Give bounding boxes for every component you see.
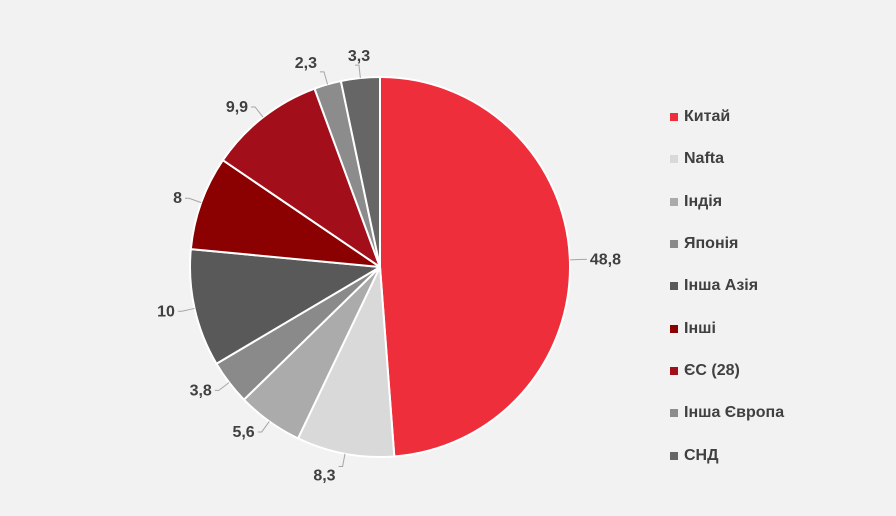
leader-line-1 xyxy=(338,453,346,468)
data-label-5: 8 xyxy=(173,190,182,207)
data-label-2: 5,6 xyxy=(232,424,254,441)
legend-swatch-7 xyxy=(670,409,678,418)
legend-item-0: Китай xyxy=(670,96,784,138)
legend-item-4: Інша Азія xyxy=(670,265,784,307)
legend-item-5: Інші xyxy=(670,307,784,349)
legend-label-5: Інші xyxy=(684,319,716,337)
data-label-8: 3,3 xyxy=(348,48,370,65)
legend-item-6: ЄС (28) xyxy=(670,350,784,392)
leader-line-7 xyxy=(319,71,329,85)
data-label-0: 48,8 xyxy=(590,251,621,268)
legend-label-3: Японія xyxy=(684,235,739,253)
legend-swatch-4 xyxy=(670,282,678,291)
legend-label-0: Китай xyxy=(684,108,731,126)
legend-swatch-3 xyxy=(670,240,678,249)
data-label-6: 9,9 xyxy=(226,99,248,116)
leader-line-2 xyxy=(257,421,270,433)
pie-slice-4 xyxy=(189,248,381,365)
leader-line-6 xyxy=(251,106,264,118)
pie-slice-5 xyxy=(189,159,381,268)
leader-line-5 xyxy=(185,197,202,204)
pie-slice-0 xyxy=(379,76,571,458)
data-label-3: 3,8 xyxy=(190,382,212,399)
legend-item-8: СНД xyxy=(670,434,784,476)
legend-item-2: Індія xyxy=(670,181,784,223)
legend-label-4: Інша Азія xyxy=(684,277,759,295)
legend-label-2: Індія xyxy=(684,192,723,210)
legend-item-1: Nafta xyxy=(670,138,784,180)
legend-label-1: Nafta xyxy=(684,150,725,168)
legend-label-8: СНД xyxy=(684,446,719,464)
legend-label-6: ЄС (28) xyxy=(684,361,740,379)
data-label-1: 8,3 xyxy=(313,468,335,485)
legend: Китай Nafta Індія Японія Інша Азія Інші ЄС (28… xyxy=(670,96,784,477)
data-label-7: 2,3 xyxy=(295,55,317,72)
data-label-4: 10 xyxy=(157,303,175,320)
leader-line-3 xyxy=(214,382,230,391)
legend-swatch-1 xyxy=(670,155,678,164)
leader-line-4 xyxy=(177,307,195,312)
legend-swatch-8 xyxy=(670,451,678,460)
legend-item-3: Японія xyxy=(670,223,784,265)
legend-item-7: Інша Європа xyxy=(670,392,784,434)
legend-swatch-2 xyxy=(670,197,678,206)
legend-label-7: Інша Європа xyxy=(684,404,785,422)
leader-line-8 xyxy=(354,64,361,79)
legend-swatch-6 xyxy=(670,366,678,375)
legend-swatch-0 xyxy=(670,113,678,122)
legend-swatch-5 xyxy=(670,324,678,333)
pie-slice-6 xyxy=(221,87,381,268)
pie-slice-1 xyxy=(297,266,396,458)
